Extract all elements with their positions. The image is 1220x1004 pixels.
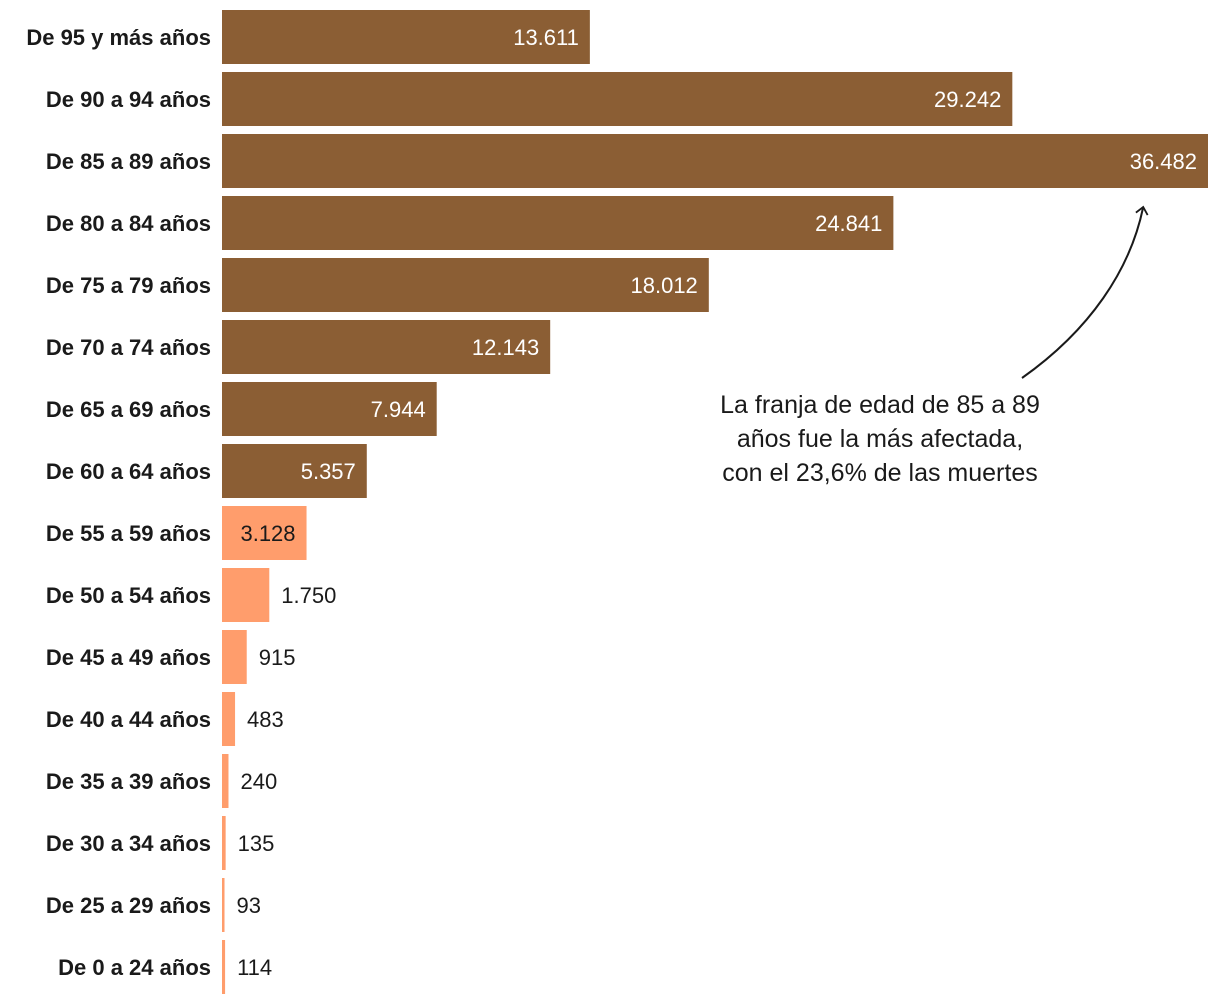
- bar: [222, 816, 226, 870]
- value-label: 36.482: [1130, 149, 1197, 174]
- value-label: 12.143: [472, 335, 539, 360]
- value-label: 114: [237, 955, 272, 980]
- category-label: De 30 a 34 años: [46, 831, 211, 856]
- bar: [222, 196, 894, 250]
- bar: [222, 10, 590, 64]
- value-label: 1.750: [281, 583, 336, 608]
- category-label: De 55 a 59 años: [46, 521, 211, 546]
- value-label: 29.242: [934, 87, 1001, 112]
- annotation-arrow: [1021, 205, 1149, 379]
- category-label: De 0 a 24 años: [58, 955, 211, 980]
- bar: [222, 382, 437, 436]
- value-label: 7.944: [371, 397, 426, 422]
- value-label: 483: [247, 707, 284, 732]
- category-label: De 90 a 94 años: [46, 87, 211, 112]
- value-label: 18.012: [631, 273, 698, 298]
- annotation-line-2: años fue la más afectada,: [736, 425, 1024, 453]
- value-label: 135: [238, 831, 275, 856]
- category-label: De 25 a 29 años: [46, 893, 211, 918]
- value-label: 13.611: [513, 25, 579, 50]
- category-label: De 35 a 39 años: [46, 769, 211, 794]
- category-label: De 85 a 89 años: [46, 149, 211, 174]
- bar: [222, 320, 551, 374]
- value-label: 5.357: [301, 459, 356, 484]
- bar: [222, 506, 307, 560]
- bar: [222, 444, 367, 498]
- value-label: 24.841: [815, 211, 882, 236]
- bar: [222, 72, 1013, 126]
- value-label: 915: [259, 645, 296, 670]
- value-label: 93: [237, 893, 261, 918]
- category-label: De 80 a 84 años: [46, 211, 211, 236]
- category-label: De 65 a 69 años: [46, 397, 211, 422]
- bar: [222, 630, 247, 684]
- bar: [222, 692, 236, 746]
- bars-layer: De 95 y más años 13.611 De 90 a 94 años 29.…: [26, 10, 1208, 994]
- category-label: De 45 a 49 años: [46, 645, 211, 670]
- category-label: De 70 a 74 años: [46, 335, 211, 360]
- category-label: De 60 a 64 años: [46, 459, 211, 484]
- annotation-text: La franja de edad de 85 a 89 años fue la…: [660, 388, 1100, 490]
- bar: [222, 878, 225, 932]
- annotation-line-1: La franja de edad de 85 a 89: [720, 391, 1040, 419]
- value-label: 240: [240, 769, 277, 794]
- category-label: De 50 a 54 años: [46, 583, 211, 608]
- category-label: De 95 y más años: [26, 25, 211, 50]
- annotation-line-3: con el 23,6% de las muertes: [722, 459, 1038, 487]
- bar: [222, 568, 270, 622]
- category-label: De 75 a 79 años: [46, 273, 211, 298]
- value-label: 3.128: [240, 521, 295, 546]
- bar: [222, 940, 226, 994]
- bar: [222, 134, 1208, 188]
- bar: [222, 258, 709, 312]
- category-label: De 40 a 44 años: [46, 707, 211, 732]
- bar: [222, 754, 229, 808]
